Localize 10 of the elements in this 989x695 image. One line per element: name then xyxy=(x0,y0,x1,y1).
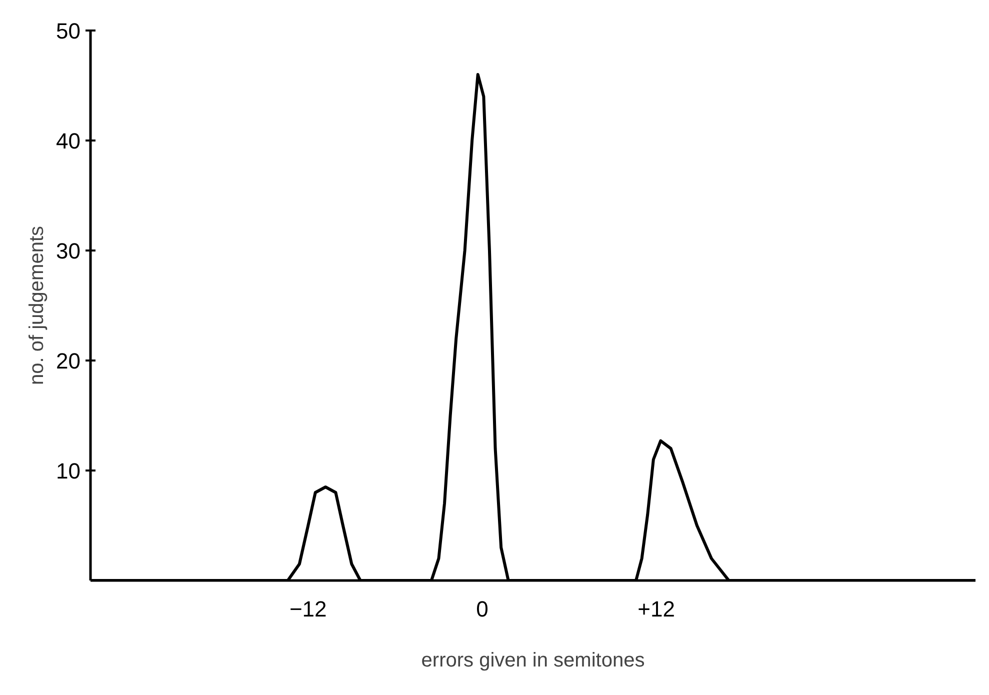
x-axis-title: errors given in semitones xyxy=(421,650,645,672)
y-axis-title: no. of judgements xyxy=(26,226,48,385)
x-tick-label: +12 xyxy=(638,596,675,622)
y-tick-label: 30 xyxy=(56,238,81,264)
x-tick-label: −12 xyxy=(289,596,327,622)
x-tick-label: 0 xyxy=(476,596,488,622)
y-tick-label: 10 xyxy=(56,458,81,484)
y-tick-label: 50 xyxy=(56,18,81,44)
y-tick-label: 20 xyxy=(56,348,81,374)
y-tick-label: 40 xyxy=(56,128,81,154)
